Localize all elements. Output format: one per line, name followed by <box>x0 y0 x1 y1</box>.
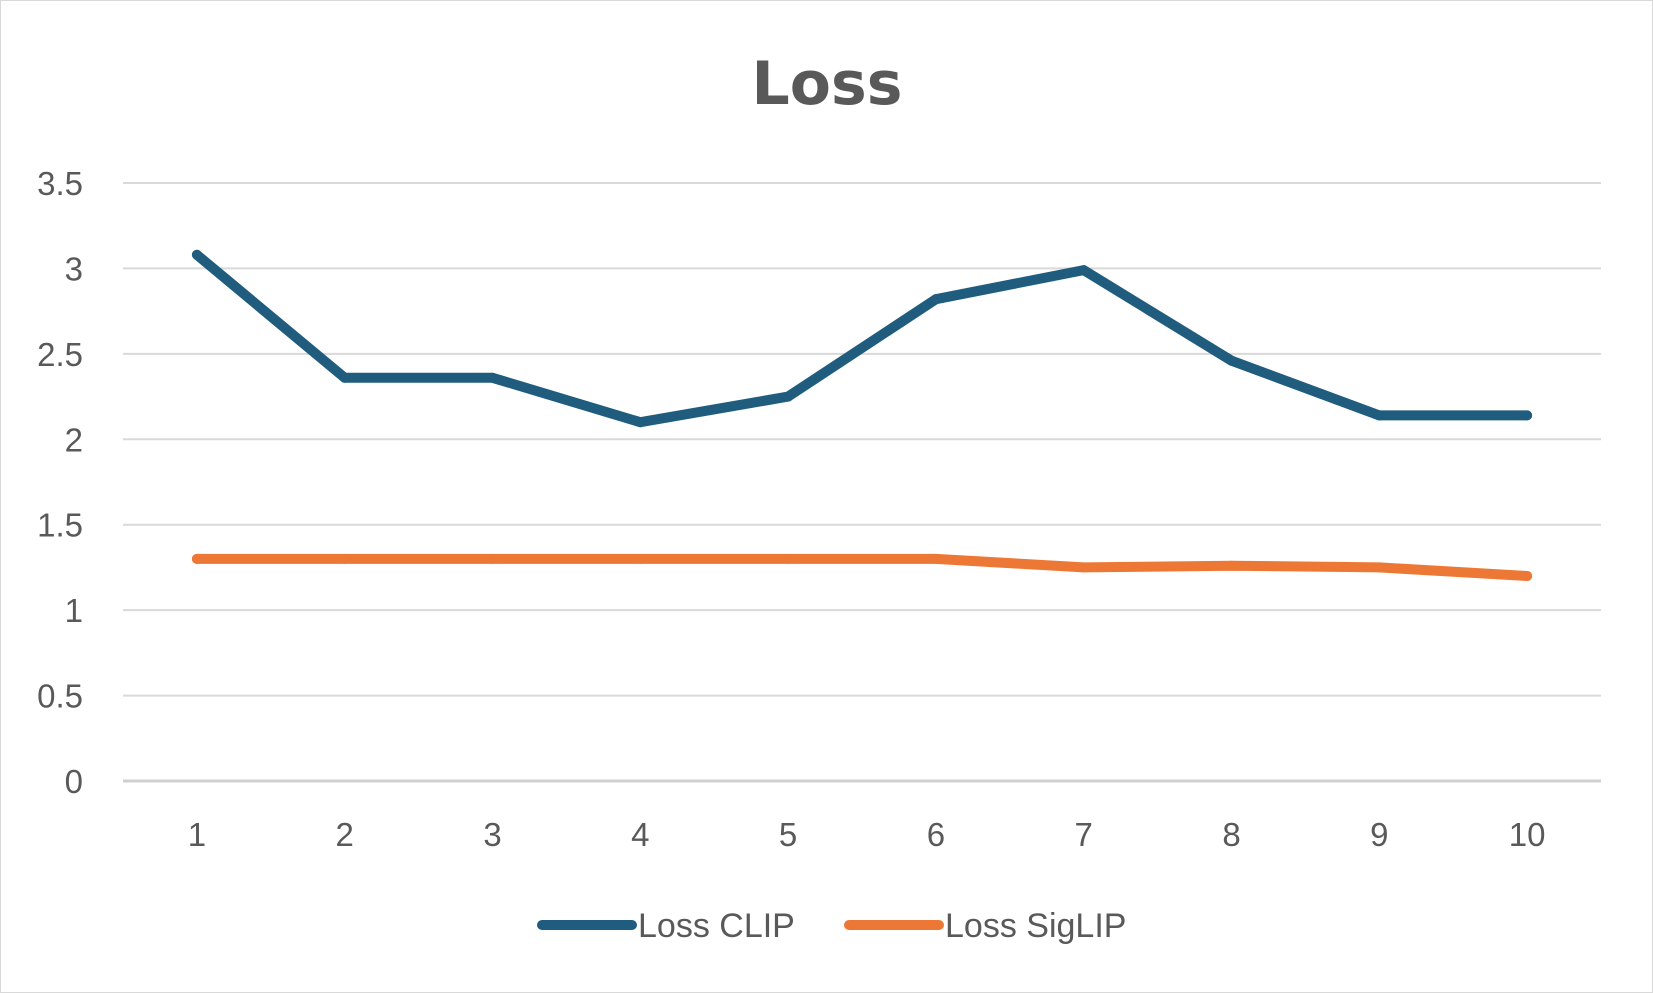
x-tick-label: 7 <box>1075 816 1093 853</box>
series-line-2 <box>191 553 1533 581</box>
y-tick-label: 1 <box>65 592 83 629</box>
legend: Loss CLIP Loss SigLIP <box>537 907 1126 945</box>
x-tick-label: 5 <box>779 816 797 853</box>
data-point <box>1374 562 1385 573</box>
legend-label: Loss SigLIP <box>945 907 1126 945</box>
x-tick-label: 1 <box>188 816 206 853</box>
y-tick-label: 2 <box>65 421 83 458</box>
series-lines <box>191 249 1533 581</box>
data-point <box>1522 410 1533 421</box>
y-tick-label: 0 <box>65 763 83 800</box>
data-point <box>783 553 794 564</box>
legend-label: Loss CLIP <box>638 907 795 945</box>
gridlines <box>123 182 1601 783</box>
data-point <box>1226 355 1237 366</box>
data-point <box>191 553 202 564</box>
data-point <box>1078 265 1089 276</box>
chart-title: Loss <box>752 49 903 119</box>
y-tick-label: 3.5 <box>37 165 83 202</box>
data-point <box>339 372 350 383</box>
data-point <box>487 553 498 564</box>
data-point <box>635 553 646 564</box>
data-point <box>1374 410 1385 421</box>
data-point <box>191 249 202 260</box>
data-point <box>930 553 941 564</box>
data-point <box>1226 560 1237 571</box>
y-tick-label: 2.5 <box>37 336 83 373</box>
data-point <box>1078 562 1089 573</box>
x-tick-label: 4 <box>631 816 649 853</box>
y-tick-label: 0.5 <box>37 678 83 715</box>
x-tick-label: 3 <box>483 816 501 853</box>
series-line-1 <box>191 249 1533 428</box>
x-tick-label: 2 <box>336 816 354 853</box>
x-tick-label: 6 <box>927 816 945 853</box>
x-axis-tick-labels: 1 2 3 4 5 6 7 8 9 10 <box>188 816 1546 853</box>
x-tick-label: 9 <box>1370 816 1388 853</box>
x-tick-label: 8 <box>1222 816 1240 853</box>
data-point <box>487 372 498 383</box>
data-point <box>783 391 794 402</box>
data-point <box>339 553 350 564</box>
y-axis-tick-labels: 0 0.5 1 1.5 2 2.5 3 3.5 <box>37 165 83 800</box>
data-point <box>930 294 941 305</box>
data-point <box>635 417 646 428</box>
y-tick-label: 1.5 <box>37 507 83 544</box>
y-tick-label: 3 <box>65 250 83 287</box>
data-point <box>1522 570 1533 581</box>
x-tick-label: 10 <box>1509 816 1546 853</box>
